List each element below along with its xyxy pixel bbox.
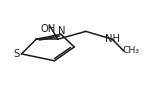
Text: CH₃: CH₃ [123,46,140,55]
Text: OH: OH [40,24,55,34]
Text: NH: NH [105,34,120,44]
Text: S: S [13,49,19,59]
Text: N: N [58,26,66,36]
